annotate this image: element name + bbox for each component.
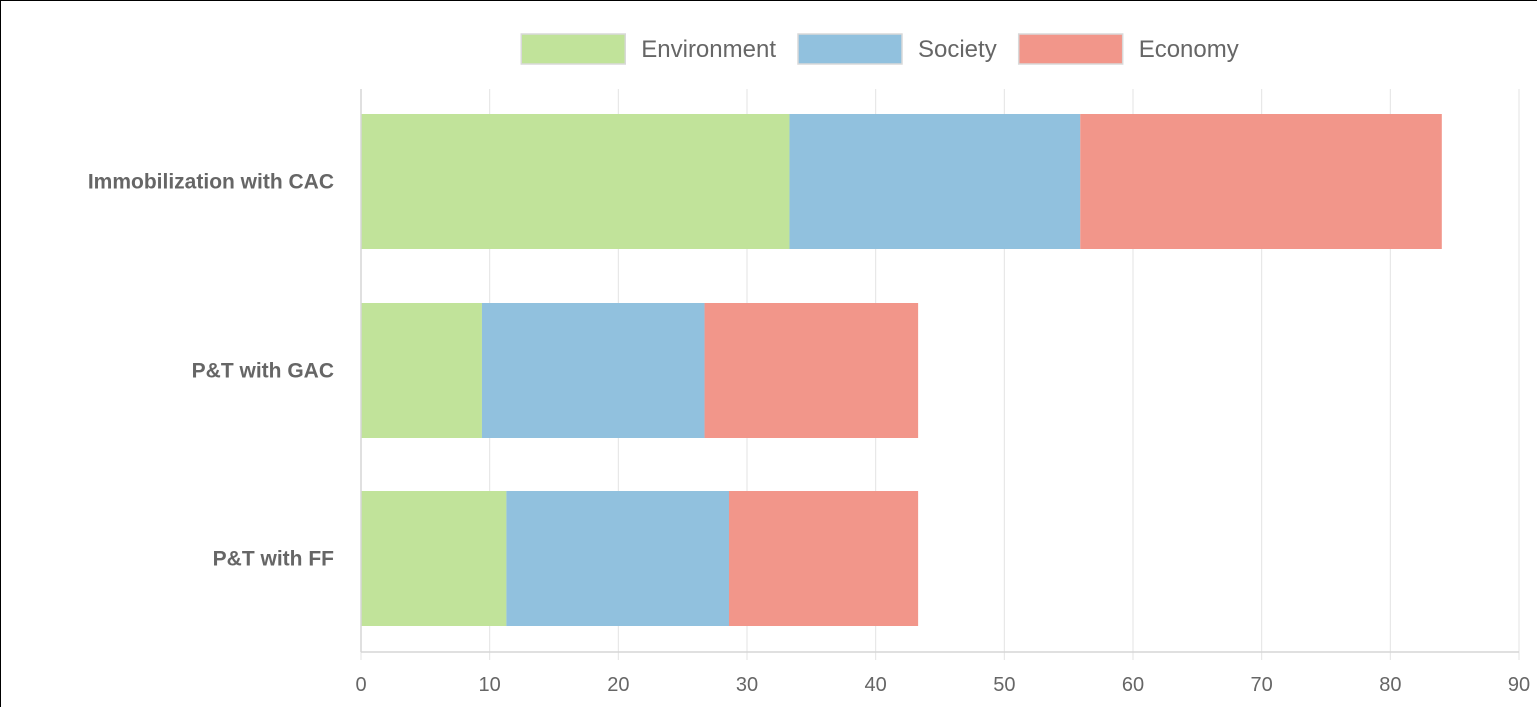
legend-label: Environment	[641, 36, 776, 63]
x-tick-label: 20	[607, 674, 629, 696]
legend[interactable]: Environment Society Economy	[520, 33, 1239, 65]
bar-environment-2[interactable]	[361, 491, 507, 626]
category-label: P&T with GAC	[192, 360, 334, 383]
legend-label: Society	[918, 36, 997, 63]
bars	[361, 114, 1442, 626]
legend-item-society[interactable]: Society	[797, 33, 997, 65]
bar-environment-1[interactable]	[361, 303, 482, 438]
legend-swatch-economy	[1017, 33, 1124, 65]
x-tick-label: 10	[479, 674, 501, 696]
legend-swatch-society	[797, 33, 903, 65]
x-tick-label: 30	[736, 674, 758, 696]
bar-economy-2[interactable]	[728, 491, 919, 626]
x-tick-label: 0	[355, 674, 366, 696]
bar-society-1[interactable]	[481, 303, 705, 438]
x-tick-label: 40	[865, 674, 887, 696]
bar-economy-0[interactable]	[1080, 114, 1442, 249]
x-tick-label: 90	[1508, 674, 1530, 696]
bar-society-0[interactable]	[789, 114, 1081, 249]
category-label: Immobilization with CAC	[88, 171, 334, 194]
x-tick-label: 60	[1122, 674, 1144, 696]
bar-economy-1[interactable]	[704, 303, 919, 438]
x-tick-label: 50	[993, 674, 1015, 696]
x-tick-label: 80	[1379, 674, 1401, 696]
legend-item-economy[interactable]: Economy	[1017, 33, 1239, 65]
bar-environment-0[interactable]	[361, 114, 790, 249]
category-label: P&T with FF	[213, 548, 334, 571]
legend-swatch-environment	[520, 33, 627, 65]
legend-label: Economy	[1139, 36, 1239, 63]
legend-item-environment[interactable]: Environment	[520, 33, 776, 65]
x-tick-label: 70	[1251, 674, 1273, 696]
bar-society-2[interactable]	[506, 491, 729, 626]
axes: 0 10 20 30 40 50 60 70 80 90 Immobilization with C…	[88, 89, 1530, 696]
